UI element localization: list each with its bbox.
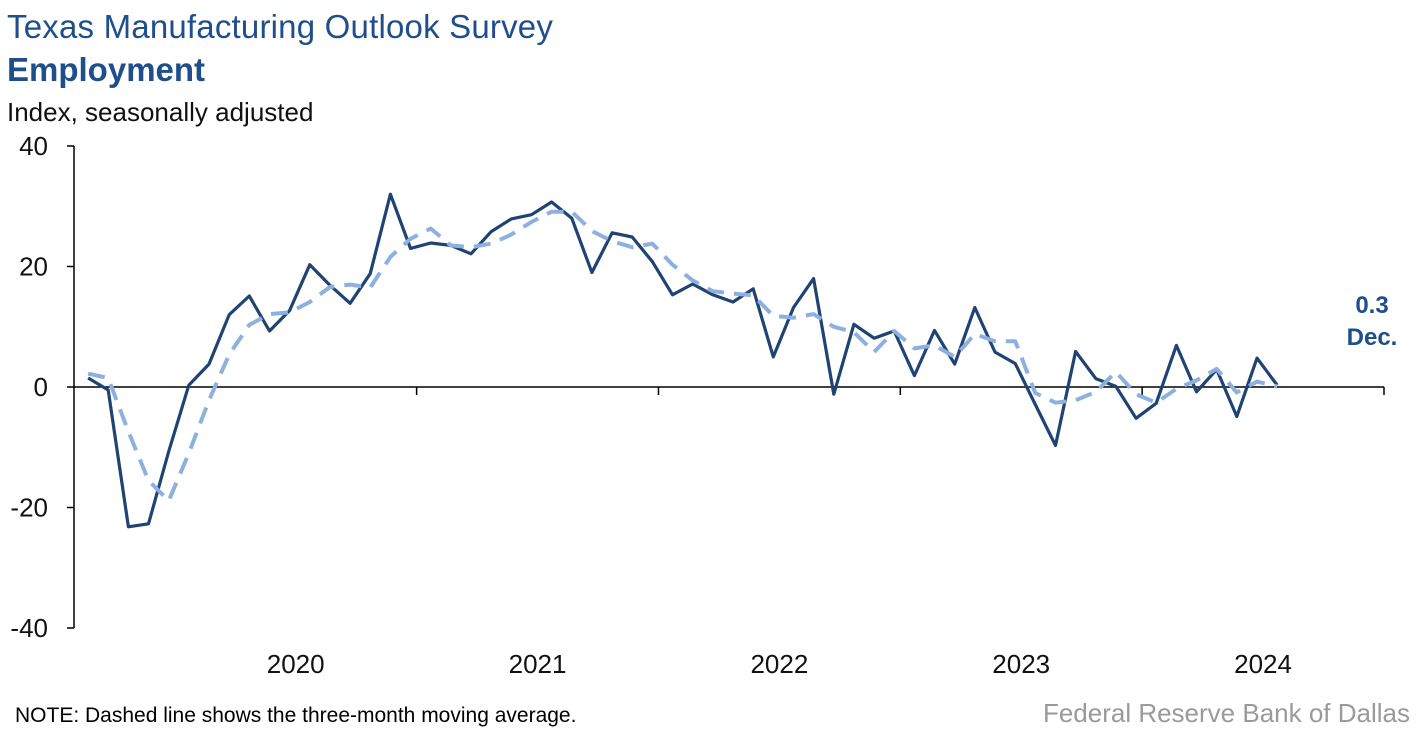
x-tick-label: 2023 [992, 649, 1050, 679]
source-credit: Federal Reserve Bank of Dallas [1042, 698, 1410, 728]
chart-labels: 40 20 0 -20 -40 2020 2021 2022 2023 2024 0.3 Dec. [10, 131, 1397, 679]
y-tick-label: 0 [34, 372, 48, 402]
monthly-index-line [87, 192, 1279, 529]
end-value-label: 0.3 [1355, 292, 1388, 319]
y-axis-unit-label: Index, seasonally adjusted [7, 97, 314, 127]
chart-series [87, 192, 1279, 529]
y-tick-label: 40 [19, 131, 48, 161]
chart-subtitle: Employment [7, 51, 206, 88]
x-tick-label: 2022 [750, 649, 808, 679]
x-tick-label: 2020 [267, 649, 325, 679]
x-tick-label: 2024 [1234, 649, 1292, 679]
chart-title: Texas Manufacturing Outlook Survey [7, 8, 554, 45]
end-period-label: Dec. [1347, 324, 1398, 351]
x-tick-label: 2021 [509, 649, 567, 679]
chart-note: NOTE: Dashed line shows the three-month … [15, 704, 577, 727]
y-tick-label: 20 [19, 252, 48, 282]
moving-average-line [87, 209, 1278, 503]
y-tick-label: -40 [10, 613, 48, 643]
y-tick-label: -20 [10, 493, 48, 523]
chart-axes [67, 145, 1385, 629]
